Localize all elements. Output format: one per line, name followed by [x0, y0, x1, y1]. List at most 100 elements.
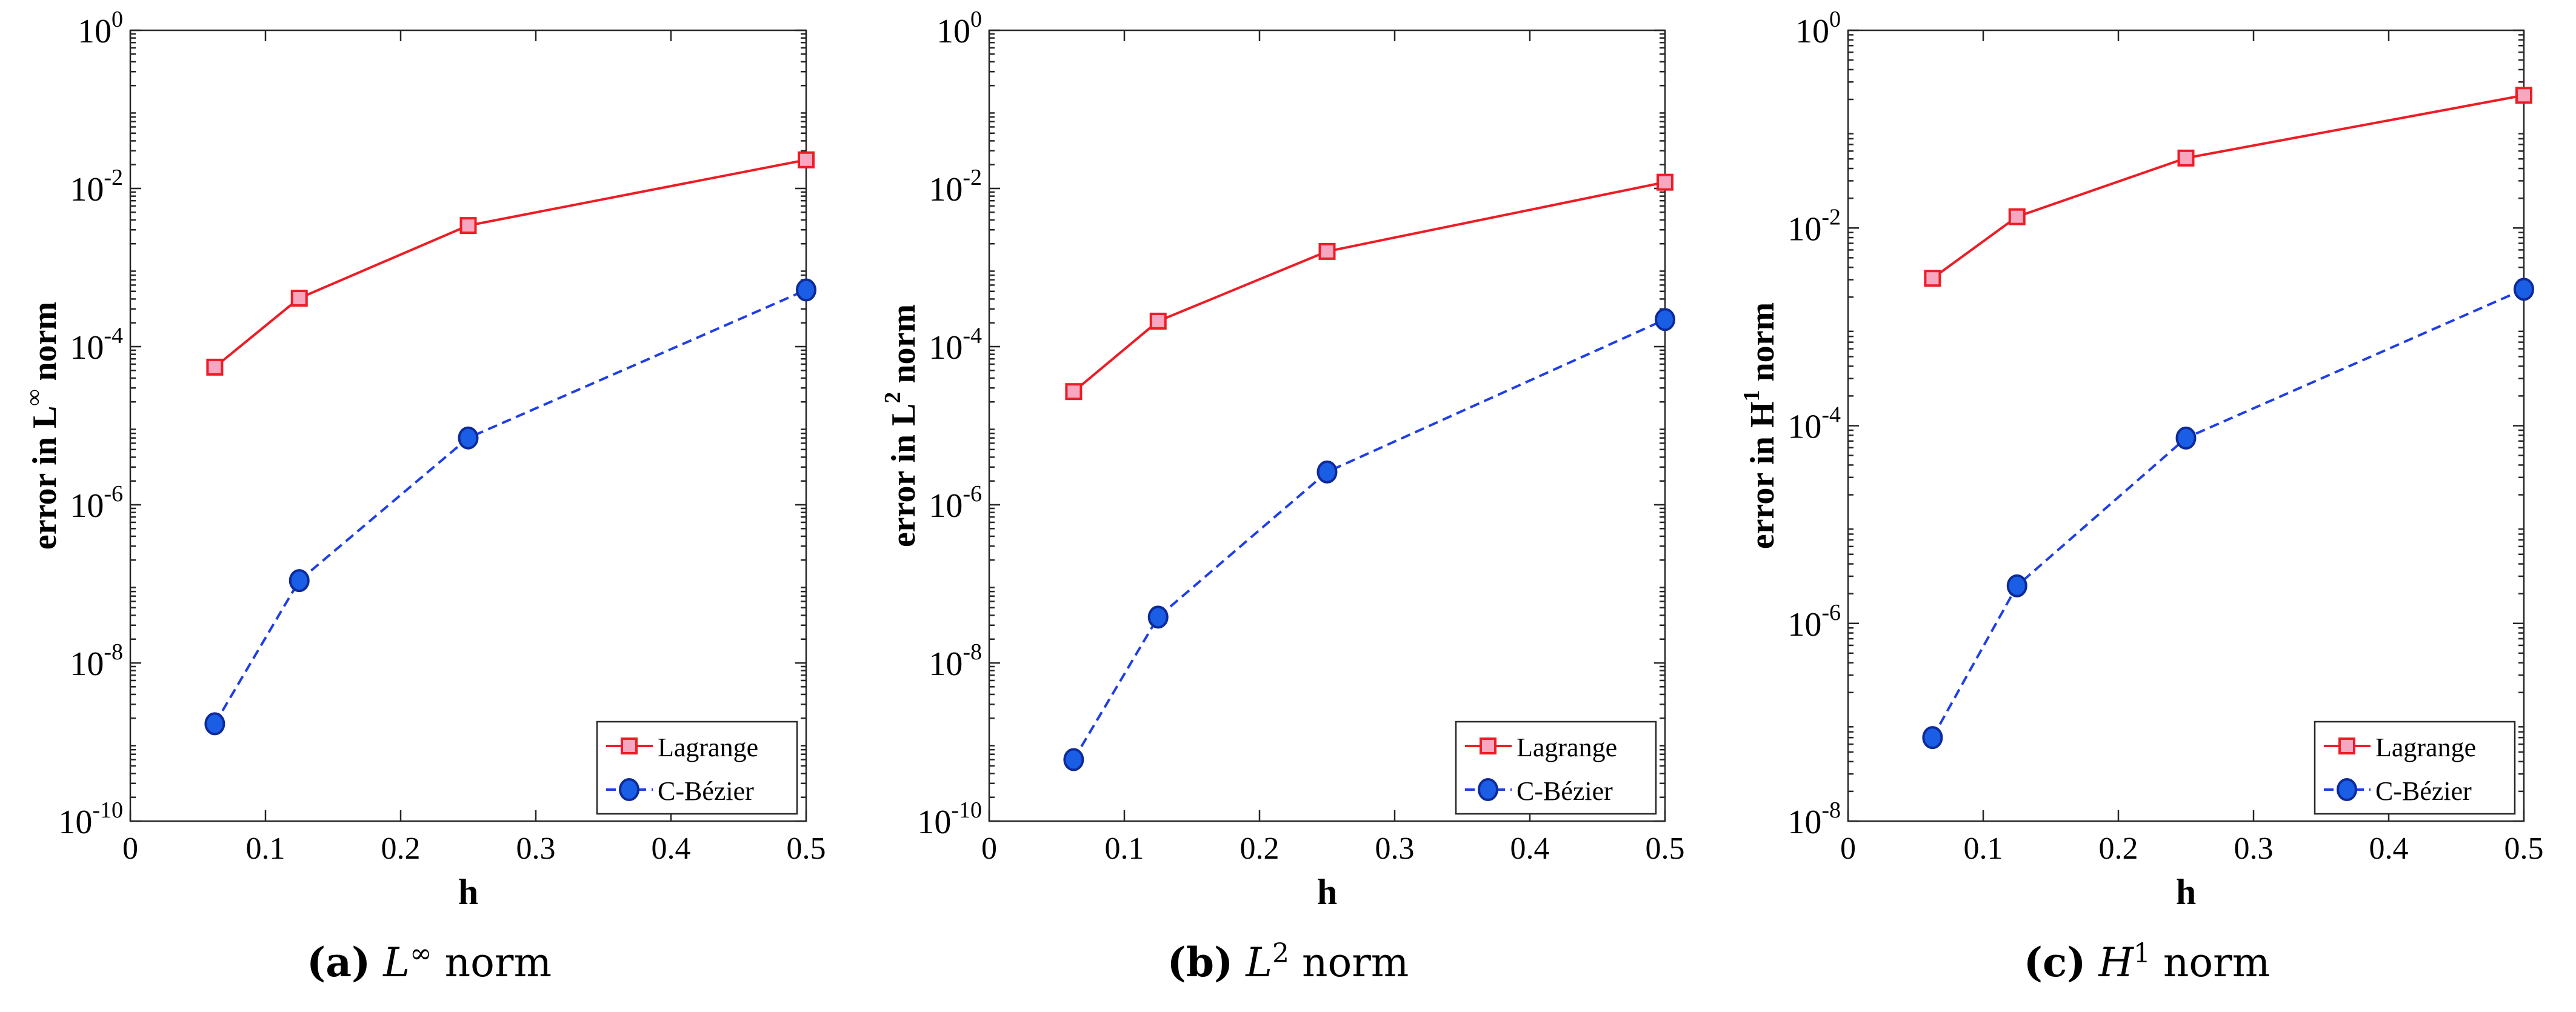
- caption-text: norm: [1289, 939, 1409, 986]
- legend-label: Lagrange: [1517, 733, 1617, 762]
- data-point-circle: [458, 426, 479, 450]
- y-axis-label: error in L∞ norm: [21, 302, 64, 550]
- caption-label: (c): [2023, 939, 2086, 986]
- data-point-circle: [289, 569, 310, 593]
- caption-sup: 2: [1272, 938, 1290, 969]
- y-tick-label: 100: [1795, 7, 1841, 50]
- x-tick-label: 0.5: [787, 831, 826, 866]
- y-tick-label: 10-8: [1787, 797, 1841, 841]
- x-tick-label: 0: [122, 831, 138, 866]
- data-point-circle: [1922, 726, 1943, 750]
- data-point-circle: [1063, 748, 1084, 771]
- data-point-square: [206, 358, 224, 376]
- caption-label: (a): [306, 939, 371, 986]
- legend-marker-circle: [619, 778, 639, 801]
- data-point-square: [290, 290, 308, 307]
- chart-panel-b: 100 10-2 10-4 10-6 10-8 10-100 0.1 0.2 0.3 0.4 0.5…: [880, 7, 1685, 912]
- legend-label: Lagrange: [658, 733, 758, 762]
- data-point-square: [2008, 208, 2026, 225]
- data-point-square: [2515, 87, 2532, 104]
- caption-sup: 1: [2133, 938, 2151, 969]
- plot-area-frame: [1847, 29, 2525, 822]
- legend-marker-square: [1480, 737, 1497, 754]
- caption-c: (c) H1 norm: [1718, 938, 2576, 986]
- data-point-square: [1657, 173, 1673, 191]
- y-tick-label: 10-4: [70, 323, 123, 367]
- y-tick-label: 10-2: [929, 165, 982, 208]
- y-tick-label: 10-8: [70, 639, 123, 683]
- legend-marker-circle: [1478, 778, 1498, 801]
- series-line-0: [1932, 94, 2524, 279]
- data-point-circle: [204, 712, 225, 736]
- series-line-1: [1931, 288, 2524, 739]
- y-tick-label: 10-6: [929, 481, 982, 525]
- series-line-0: [1073, 181, 1666, 393]
- data-point-circle: [2006, 574, 2027, 598]
- caption-text: norm: [2150, 939, 2271, 986]
- x-tick-label: 0.5: [1646, 831, 1685, 866]
- caption-text: norm: [432, 939, 552, 986]
- data-point-square: [2177, 149, 2195, 167]
- legend-label: C-Bézier: [1517, 776, 1613, 806]
- legend-marker-square: [621, 737, 638, 754]
- caption-symbol: L: [383, 939, 410, 986]
- x-tick-label: 0: [1840, 831, 1856, 866]
- series-line-1: [213, 288, 807, 725]
- legend-marker-circle: [2337, 778, 2357, 801]
- y-tick-label: 10-2: [70, 165, 123, 208]
- legend-label: C-Bézier: [658, 776, 754, 806]
- data-point-circle: [2175, 426, 2197, 450]
- x-tick-label: 0.4: [1510, 831, 1550, 866]
- caption-symbol: L: [1246, 939, 1273, 986]
- series-line-1: [1072, 318, 1666, 761]
- x-tick-label: 0.5: [2504, 831, 2544, 866]
- y-tick-label: 10-4: [1787, 402, 1841, 446]
- x-tick-label: 0.4: [652, 831, 691, 866]
- y-tick-label: 10-6: [1787, 600, 1841, 644]
- y-axis-label: error in H1 norm: [1739, 302, 1781, 549]
- y-tick-label: 100: [936, 7, 982, 50]
- caption-symbol: H: [2098, 939, 2134, 986]
- x-tick-label: 0.3: [516, 831, 556, 866]
- series-line-0: [214, 158, 807, 368]
- data-point-circle: [1655, 308, 1675, 331]
- caption-sup: ∞: [410, 938, 432, 969]
- y-tick-label: 10-10: [917, 797, 982, 841]
- chart-panel-c: 100 10-2 10-4 10-6 10-80 0.1 0.2 0.3 0.4 0.5 h erro…: [1739, 7, 2544, 912]
- data-point-circle: [1316, 460, 1338, 484]
- plot-area-frame: [988, 29, 1666, 822]
- y-tick-label: 10-2: [1787, 204, 1841, 248]
- x-tick-label: 0.2: [381, 831, 421, 866]
- legend-label: Lagrange: [2375, 733, 2476, 762]
- x-tick-label: 0.1: [246, 831, 285, 866]
- y-tick-label: 10-10: [58, 797, 123, 841]
- x-tick-label: 0.1: [1105, 831, 1144, 866]
- caption-b: (b) L2 norm: [859, 938, 1717, 986]
- x-tick-label: 0.3: [2234, 831, 2274, 866]
- data-point-square: [1924, 270, 1941, 287]
- x-tick-label: 0.1: [1964, 831, 2003, 866]
- y-tick-label: 10-8: [929, 639, 982, 683]
- y-tick-label: 10-6: [70, 481, 123, 525]
- x-axis-label: h: [458, 872, 478, 912]
- x-axis-label: h: [1317, 872, 1337, 912]
- x-axis-label: h: [2176, 872, 2196, 912]
- data-point-circle: [2514, 278, 2534, 301]
- caption-label: (b): [1167, 939, 1233, 986]
- y-tick-label: 10-4: [929, 323, 982, 367]
- data-point-square: [1318, 242, 1336, 260]
- chart-panel-a: 100 10-2 10-4 10-6 10-8 10-100 0.1 0.2 0.3 0.4 0.5…: [21, 7, 826, 912]
- x-tick-label: 0.2: [1240, 831, 1280, 866]
- legend-marker-square: [2338, 737, 2355, 754]
- data-point-square: [1065, 383, 1083, 401]
- x-tick-label: 0.3: [1375, 831, 1415, 866]
- x-tick-label: 0.4: [2369, 831, 2409, 866]
- data-point-circle: [1147, 605, 1169, 629]
- x-tick-label: 0.2: [2099, 831, 2138, 866]
- x-tick-label: 0: [981, 831, 997, 866]
- y-axis-label: error in L2 norm: [880, 304, 923, 547]
- y-tick-label: 100: [78, 7, 123, 50]
- data-point-square: [798, 151, 815, 168]
- data-point-circle: [796, 278, 816, 302]
